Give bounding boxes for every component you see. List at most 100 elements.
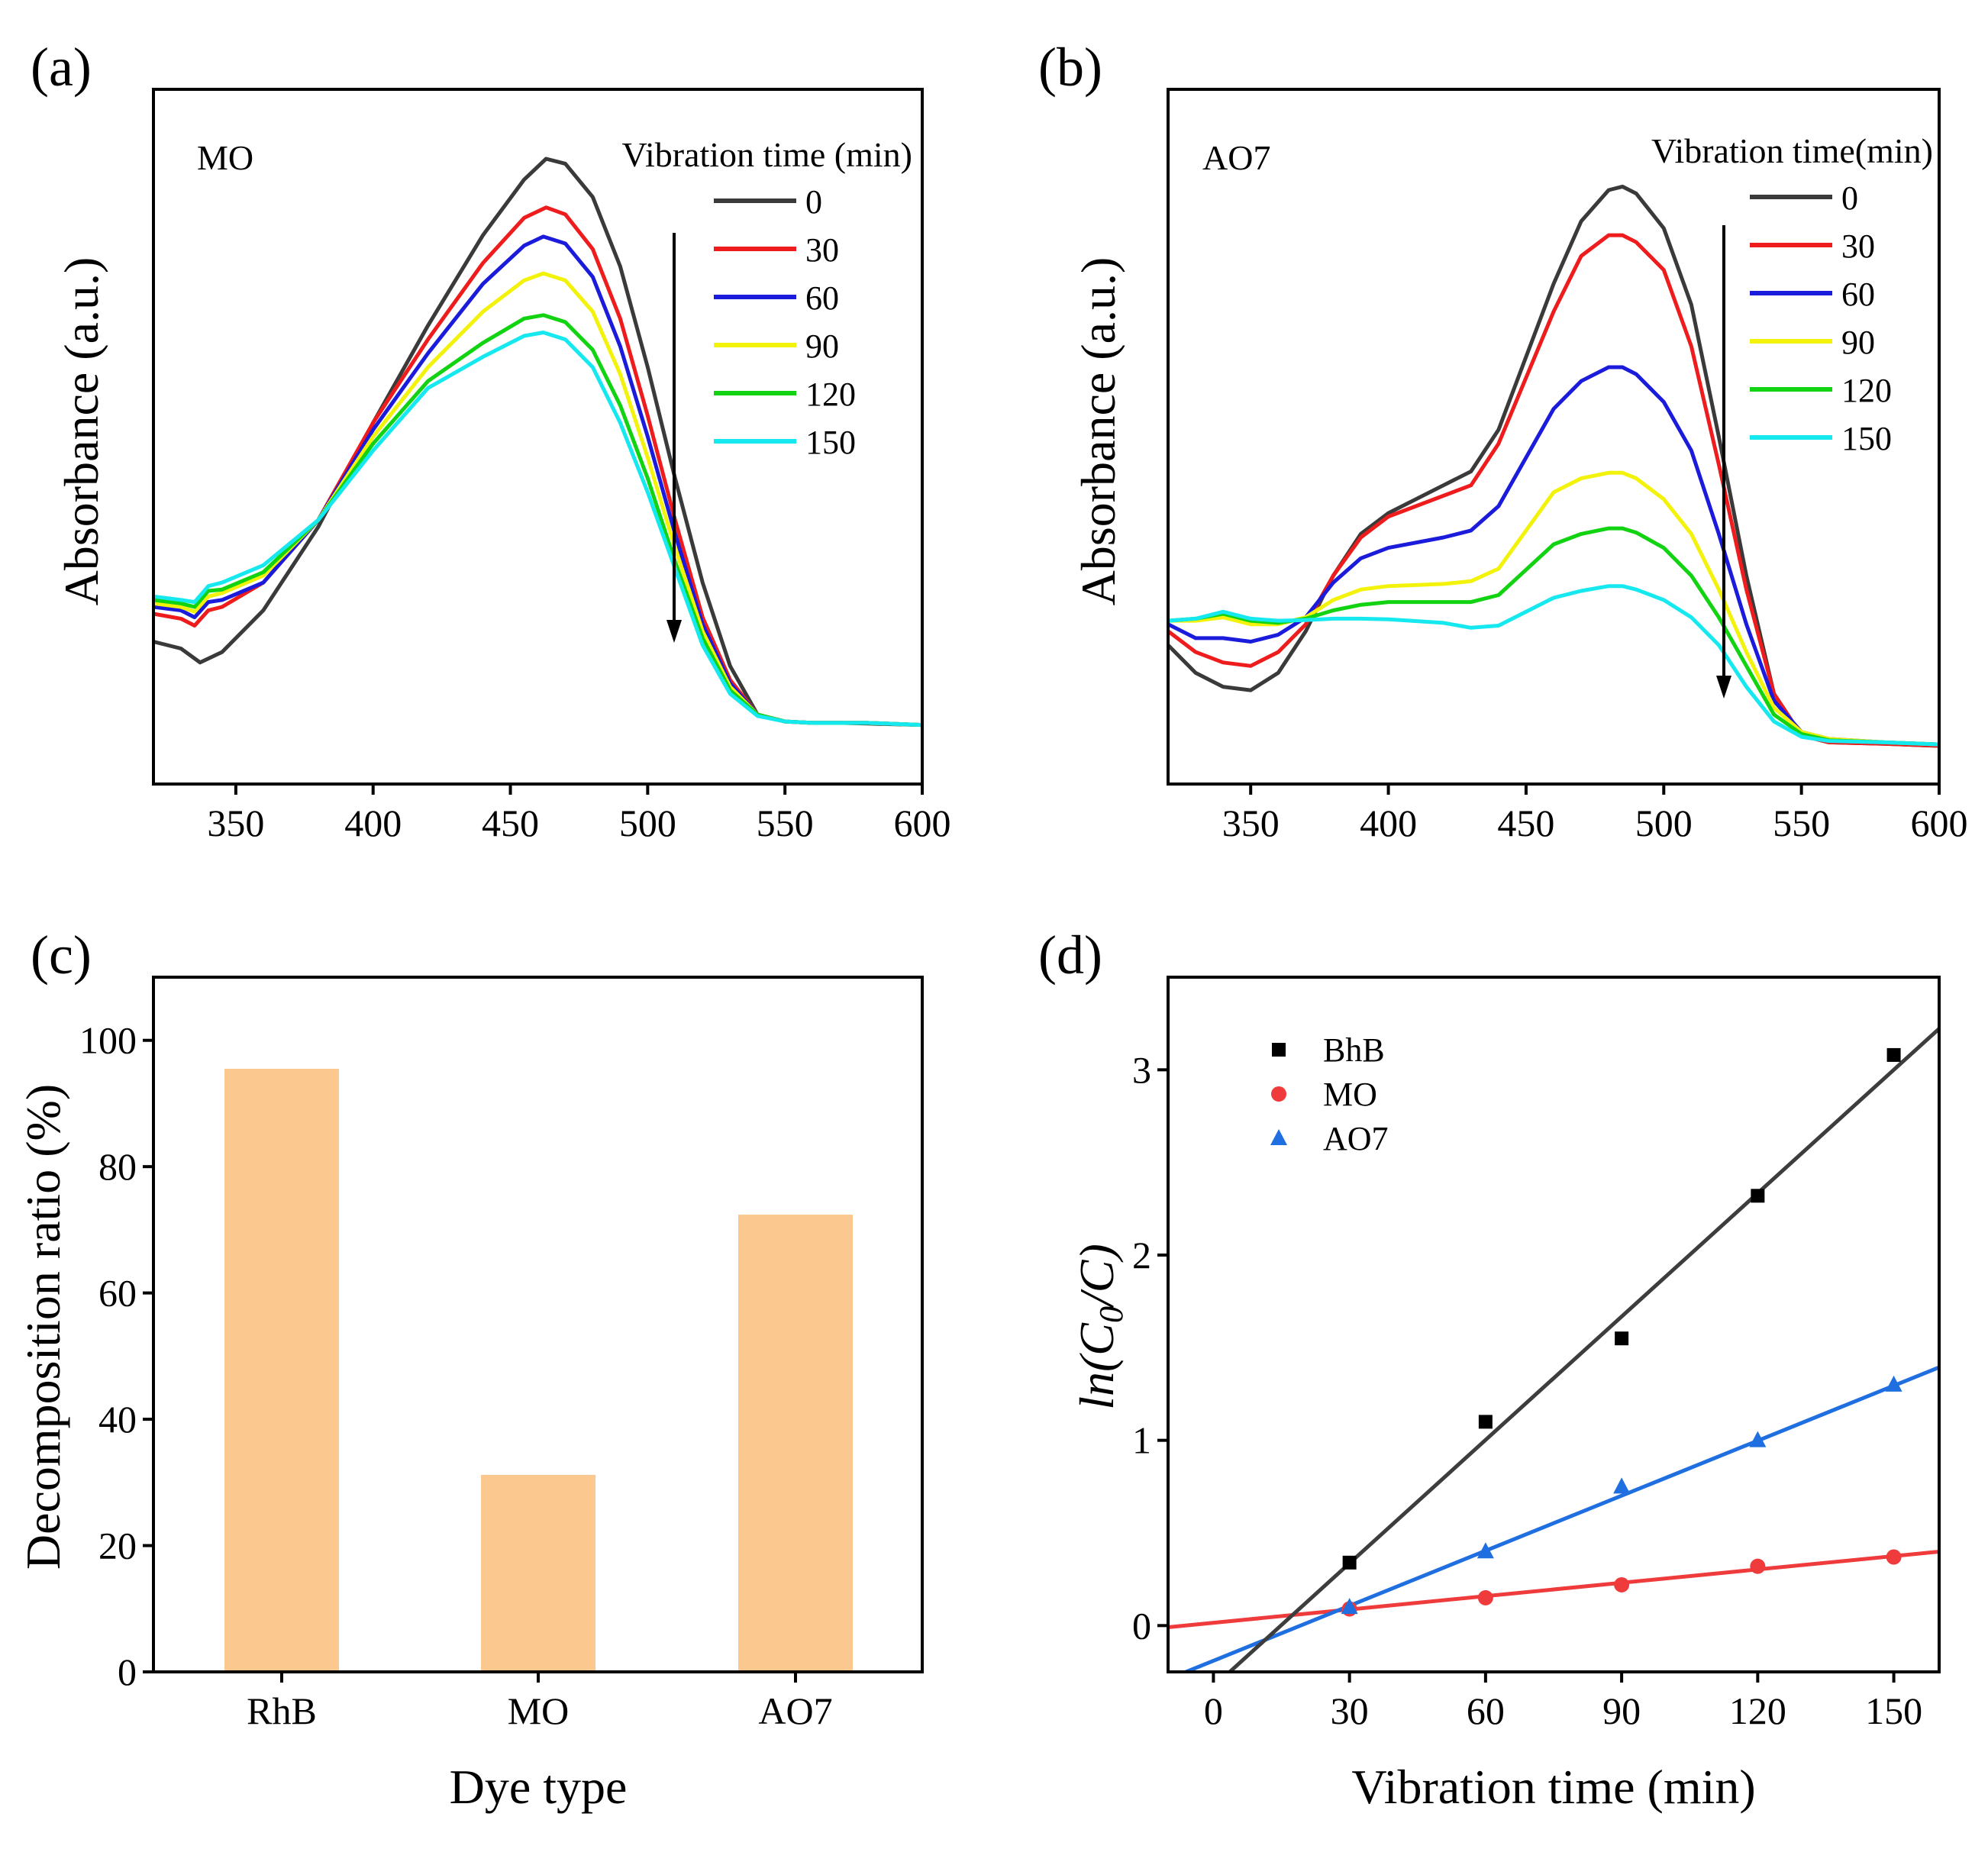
point-MO (1477, 1589, 1493, 1605)
panel-d-xtick-label: 90 (1602, 1689, 1641, 1732)
panel-b-legend-label: 30 (1841, 227, 1875, 265)
panel-c-ytick-label: 100 (79, 1019, 137, 1062)
panel-d-frame (1167, 976, 1941, 1673)
legend-label-AO7: AO7 (1323, 1120, 1389, 1157)
point-MO (1614, 1576, 1630, 1592)
panel-a-xtick-label: 450 (482, 802, 539, 844)
panel-c-ylabel: Decomposition ratio (%) (16, 1084, 70, 1570)
panel-b-series-150 (1167, 584, 1940, 747)
panel-a-legend-label: 30 (805, 231, 839, 269)
panel-b-series-30 (1167, 233, 1940, 748)
panel-d-ytick-label: 2 (1132, 1234, 1151, 1276)
bar-AO7 (738, 1215, 853, 1672)
panel-b-series-120 (1167, 526, 1940, 747)
panel-d-xtick-label: 30 (1331, 1689, 1369, 1732)
bar-MO (481, 1474, 595, 1672)
panel-b-xtick-label: 550 (1773, 802, 1830, 844)
fit-line-AO7 (1180, 1365, 1939, 1672)
bar-RhB (224, 1068, 339, 1672)
legend-marker-MO (1271, 1086, 1286, 1102)
panel-a: (a) Absorbance (a.u.) 350 400 450 500 550 600… (31, 37, 951, 844)
panel-b: (b) Absorbance (a.u.) 350 400 450 500 550 600… (1038, 37, 1968, 844)
fit-line-BhB (1227, 1027, 1939, 1672)
panel-a-label: (a) (31, 37, 92, 98)
panel-a-series-150 (153, 331, 923, 728)
panel-c-ytick-label: 20 (98, 1525, 137, 1567)
panel-b-ylabel: Absorbance (a.u.) (1071, 257, 1125, 606)
point-BhB (1342, 1555, 1357, 1570)
panel-d-xtick-label: 150 (1865, 1689, 1922, 1732)
panel-b-series-60 (1167, 365, 1940, 747)
legend-label-MO: MO (1323, 1076, 1377, 1113)
panel-a-legend-label: 90 (805, 328, 839, 365)
legend-label-BhB: BhB (1323, 1031, 1385, 1069)
panel-d-label: (d) (1038, 924, 1102, 986)
panel-b-xtick-label: 350 (1222, 802, 1280, 844)
panel-a-ylabel: Absorbance (a.u.) (54, 257, 108, 606)
point-MO (1750, 1558, 1766, 1574)
panel-b-frame (1167, 88, 1941, 786)
panel-a-frame (152, 88, 924, 786)
point-AO7 (1476, 1542, 1494, 1559)
panel-a-arrow (666, 233, 682, 643)
panel-b-xtick-label: 400 (1360, 802, 1417, 844)
panel-c-ytick-label: 60 (98, 1272, 137, 1315)
panel-a-xtick-label: 600 (894, 802, 951, 844)
panel-d-xtick-label: 120 (1729, 1689, 1786, 1732)
panel-a-legend-label: 120 (805, 376, 856, 413)
panel-d-ytick-label: 1 (1132, 1419, 1151, 1462)
point-BhB (1615, 1331, 1629, 1346)
panel-a-xtick-label: 400 (344, 802, 402, 844)
panel-a-dye-label: MO (197, 138, 253, 177)
legend-marker-BhB (1272, 1043, 1286, 1057)
panel-c-ytick-label: 80 (98, 1145, 137, 1188)
panel-c-label: (c) (31, 924, 92, 986)
panel-c-xtick-label: RhB (247, 1689, 317, 1732)
panel-b-xtick-label: 450 (1497, 802, 1554, 844)
panel-a-legend-label: 150 (805, 424, 856, 461)
panel-a-xtick-label: 500 (619, 802, 676, 844)
panel-c: (c) Decomposition ratio (%) RhB MO AO7 0 20 4… (16, 924, 924, 1814)
panel-b-arrow (1716, 225, 1731, 699)
panel-a-legend-label: 60 (805, 279, 839, 317)
panel-d-xlabel: Vibration time (min) (1351, 1760, 1755, 1814)
panel-b-legend-label: 0 (1841, 179, 1858, 217)
point-AO7 (1885, 1375, 1902, 1392)
panel-b-legend-title: Vibration time(min) (1651, 131, 1933, 170)
panel-b-label: (b) (1038, 37, 1102, 98)
panel-b-legend-label: 90 (1841, 324, 1875, 361)
panel-b-dye-label: AO7 (1202, 138, 1270, 177)
panel-b-xtick-label: 600 (1911, 802, 1968, 844)
point-MO (1886, 1549, 1902, 1565)
panel-b-xtick-label: 500 (1635, 802, 1693, 844)
panel-d-ytick-label: 0 (1132, 1604, 1151, 1647)
panel-a-xtick-label: 550 (757, 802, 814, 844)
point-BhB (1751, 1189, 1765, 1203)
panel-c-ytick-label: 40 (98, 1398, 137, 1441)
point-AO7 (1341, 1598, 1358, 1615)
panel-d-xtick-label: 60 (1467, 1689, 1505, 1732)
panel-c-xtick-label: AO7 (758, 1689, 832, 1732)
panel-b-legend-label: 150 (1841, 420, 1892, 457)
panel-b-series-90 (1168, 470, 1940, 747)
point-BhB (1478, 1415, 1493, 1429)
panel-d-ytick-label: 3 (1132, 1048, 1151, 1091)
point-AO7 (1613, 1477, 1631, 1494)
panel-a-legend-label: 0 (805, 183, 822, 221)
panel-c-xtick-label: MO (508, 1689, 570, 1732)
panel-a-xtick-label: 350 (207, 802, 264, 844)
panel-b-legend-label: 60 (1841, 276, 1875, 313)
legend-marker-AO7 (1270, 1129, 1287, 1145)
point-BhB (1886, 1047, 1901, 1062)
fit-line-MO (1168, 1550, 1939, 1630)
panel-c-xlabel: Dye type (450, 1760, 628, 1814)
panel-b-legend-label: 120 (1841, 372, 1892, 409)
panel-d-fit-lines (1168, 1027, 1939, 1672)
panel-b-series-0 (1167, 184, 1940, 748)
panel-a-legend-title: Vibration time (min) (622, 135, 913, 174)
panel-d-ylabel: ln(C0/C) (1070, 1244, 1130, 1410)
panel-d-xtick-label: 0 (1204, 1689, 1223, 1732)
panel-c-ytick-label: 0 (118, 1651, 137, 1693)
